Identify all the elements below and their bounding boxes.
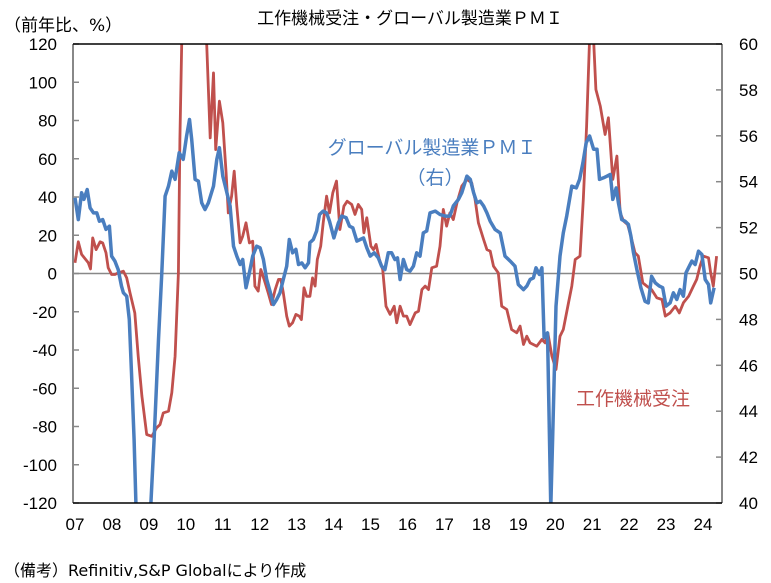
- left-tick-label: -40: [32, 341, 57, 360]
- left-tick-label: -60: [32, 379, 57, 398]
- x-tick-label: 20: [546, 515, 565, 534]
- x-tick-label: 09: [139, 515, 158, 534]
- x-tick-label: 12: [250, 515, 269, 534]
- left-tick-label: 100: [29, 73, 57, 92]
- x-tick-label: 22: [620, 515, 639, 534]
- x-tick-label: 16: [398, 515, 417, 534]
- series-label-pmi-right-axis: （右）: [406, 167, 463, 189]
- x-tick-label: 15: [361, 515, 380, 534]
- x-tick-label: 23: [657, 515, 676, 534]
- x-tick-label: 13: [287, 515, 306, 534]
- right-tick-label: 46: [739, 356, 758, 375]
- x-tick-label: 08: [102, 515, 121, 534]
- plot-frame: [73, 43, 722, 504]
- series-label-machine-tool-orders: 工作機械受注: [576, 388, 690, 410]
- series-label-pmi: グローバル製造業ＰＭＩ: [328, 137, 537, 159]
- right-tick-label: 40: [739, 494, 758, 513]
- series-lines: [73, 43, 718, 504]
- left-tick-label: 40: [38, 188, 57, 207]
- left-axis-unit: （前年比、%）: [4, 16, 122, 36]
- right-tick-label: 56: [739, 127, 758, 146]
- right-tick-label: 50: [739, 265, 758, 284]
- chart-title: 工作機械受注・グローバル製造業ＰＭＩ: [257, 9, 563, 29]
- x-tick-label: 17: [435, 515, 454, 534]
- right-tick-label: 44: [739, 402, 758, 421]
- axes: 120 100 80 60 40 20 0 -20 -40 -60 -80 -100 -120 60 58 5…: [23, 35, 758, 534]
- x-tick-label: 21: [583, 515, 602, 534]
- left-tick-label: -80: [32, 418, 57, 437]
- right-tick-label: 58: [739, 81, 758, 100]
- global-pmi-line: [73, 117, 716, 504]
- right-tick-label: 42: [739, 448, 758, 467]
- x-tick-label: 07: [66, 515, 85, 534]
- x-tick-label: 10: [176, 515, 195, 534]
- left-tick-label: -20: [32, 303, 57, 322]
- machine-tool-orders-line: [73, 43, 718, 438]
- source-note: （備考）Refinitiv,S&P Globalにより作成: [4, 561, 306, 580]
- right-tick-label: 54: [739, 173, 758, 192]
- x-tick-label: 11: [214, 515, 232, 534]
- right-tick-label: 48: [739, 310, 758, 329]
- left-tick-label: 120: [29, 35, 57, 54]
- x-tick-label: 19: [509, 515, 528, 534]
- right-tick-label: 60: [739, 35, 758, 54]
- x-tick-label: 18: [472, 515, 491, 534]
- left-tick-label: 80: [38, 112, 57, 131]
- left-tick-label: -100: [23, 456, 57, 475]
- left-tick-label: 60: [38, 150, 57, 169]
- left-tick-label: -120: [23, 494, 57, 513]
- right-tick-label: 52: [739, 219, 758, 238]
- left-tick-label: 20: [38, 226, 57, 245]
- x-tick-label: 24: [694, 515, 713, 534]
- left-tick-label: 0: [48, 265, 57, 284]
- x-tick-label: 14: [324, 515, 343, 534]
